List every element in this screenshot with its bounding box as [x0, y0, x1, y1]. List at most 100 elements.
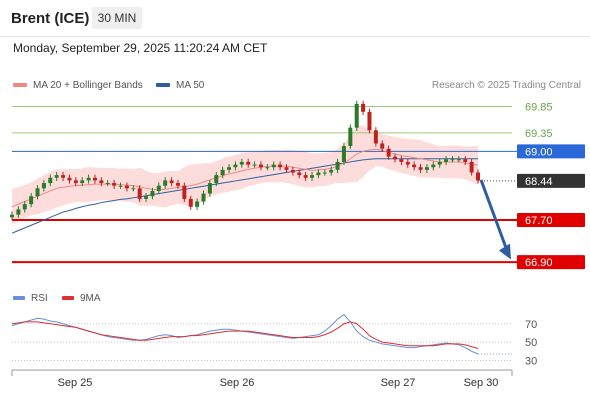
candle-body — [220, 169, 225, 176]
timestamp: Monday, September 29, 2025 11:20:24 AM C… — [13, 41, 268, 55]
candle-body — [361, 103, 366, 112]
legend-ma50: MA 50 — [156, 80, 204, 91]
candle-body — [54, 175, 59, 178]
candle-body — [450, 159, 455, 161]
candle-body — [22, 204, 27, 210]
candle-body — [156, 185, 161, 191]
header-divider — [0, 36, 590, 37]
support-tag — [517, 255, 585, 270]
last-price-tag — [517, 173, 585, 188]
copyright-text: Research © 2025 Trading Central — [431, 80, 581, 91]
x-tick-label: Sep 25 — [58, 377, 93, 389]
candle-body — [10, 214, 14, 218]
candle-body — [418, 167, 423, 170]
candle-body — [380, 143, 385, 149]
candle-body — [412, 164, 417, 168]
candle-body — [118, 185, 123, 187]
candle-body — [150, 190, 155, 197]
candle-body — [233, 164, 238, 168]
legend-ma20: MA 20 + Bollinger Bands — [13, 80, 143, 91]
x-tick-label: Sep 26 — [220, 377, 255, 389]
candle-body — [214, 175, 219, 184]
ma20-line — [11, 148, 479, 208]
resistance-label: 69.35 — [525, 128, 553, 140]
candle-body — [195, 201, 200, 207]
candle-body — [354, 103, 359, 128]
candle-body — [29, 196, 34, 205]
rsi-tick-label: 50 — [525, 337, 537, 349]
candle-body — [227, 167, 232, 170]
candle-body — [367, 111, 372, 131]
candle-body — [265, 167, 270, 169]
candle-body — [35, 188, 40, 197]
candle-body — [124, 185, 129, 189]
candle-body — [373, 130, 378, 144]
candle-body — [329, 169, 334, 173]
x-tick-label: Sep 30 — [464, 377, 499, 389]
candle-body — [284, 167, 289, 170]
candle-body — [92, 177, 97, 181]
candle-body — [175, 183, 180, 186]
support-label: 67.70 — [525, 215, 553, 227]
candle-body — [73, 180, 78, 184]
candle-body — [271, 164, 276, 168]
rsi-ma-label: 9MA — [80, 293, 101, 304]
candle-body — [310, 175, 315, 178]
candle-body — [476, 172, 480, 181]
candle-body — [16, 209, 21, 215]
support-tag — [517, 212, 585, 227]
instrument-title: Brent (ICE) — [11, 10, 90, 27]
candle-body — [258, 164, 263, 168]
rsi-tick-label: 30 — [525, 355, 537, 367]
candle-body — [41, 183, 46, 189]
candle-body — [386, 148, 391, 157]
pivot-tag — [517, 144, 585, 159]
candle-body — [290, 169, 295, 173]
candle-body — [80, 180, 85, 184]
candle-body — [322, 172, 327, 174]
candle-body — [405, 161, 410, 165]
bollinger-band — [12, 125, 478, 225]
candle-body — [278, 164, 283, 168]
resistance-label: 69.85 — [525, 102, 553, 114]
candle-body — [437, 161, 442, 165]
candle-body — [105, 183, 110, 185]
candle-body — [144, 196, 149, 199]
candle-body — [348, 127, 353, 147]
candle-body — [99, 180, 104, 184]
candle-body — [335, 161, 340, 170]
candle-body — [112, 183, 117, 186]
candle-body — [316, 172, 321, 176]
candle-body — [456, 159, 461, 161]
chart-header: Brent (ICE) 30 MIN — [0, 0, 590, 38]
candle-body — [393, 156, 398, 160]
candle-body — [239, 161, 244, 165]
ma50-label: MA 50 — [176, 80, 205, 91]
candle-body — [201, 193, 206, 202]
candle-body — [131, 188, 136, 190]
candle-body — [341, 146, 346, 162]
timeframe-badge[interactable]: 30 MIN — [92, 7, 142, 29]
candle-body — [48, 177, 53, 184]
candle-body — [399, 159, 404, 162]
candle-body — [469, 161, 474, 173]
candle-body — [431, 164, 436, 168]
candle-body — [297, 172, 302, 176]
forecast-arrow — [479, 179, 509, 252]
candle-body — [169, 180, 174, 184]
rsi-tick-label: 70 — [525, 319, 537, 331]
forecast-arrow-head — [499, 243, 511, 260]
candle-body — [303, 175, 308, 178]
candle-body — [252, 164, 257, 166]
ma50-swatch-icon — [156, 83, 170, 88]
rsi-swatch-icon — [13, 296, 25, 301]
candle-body — [188, 198, 193, 207]
candle-body — [163, 180, 168, 186]
support-label: 66.90 — [525, 257, 553, 269]
candle-body — [246, 161, 251, 165]
candle-body — [424, 167, 429, 170]
rsi-line — [11, 313, 479, 355]
candle-body — [61, 175, 66, 178]
candle-body — [182, 185, 187, 199]
